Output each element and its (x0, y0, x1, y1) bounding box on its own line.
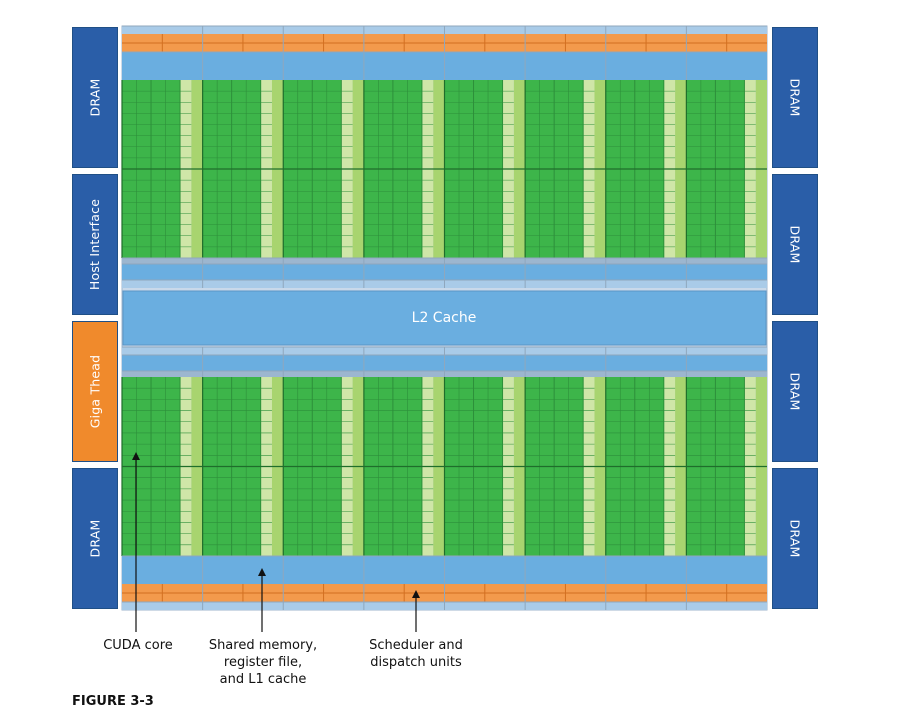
left-block-host-interface: Host Interface (72, 174, 118, 315)
right-block-dram-4: DRAM (772, 468, 818, 609)
callout-shared-memory: Shared memory, register file, and L1 cac… (208, 638, 318, 687)
left-block-label: Host Interface (87, 198, 103, 291)
callout-cuda-core: CUDA core (103, 638, 173, 653)
l2-cache-label: L2 Cache (411, 310, 477, 326)
figure-label: FIGURE 3-3 (72, 694, 154, 709)
callout-arrow-scheduler-head (412, 590, 420, 598)
right-block-dram-1: DRAM (772, 27, 818, 168)
right-block-dram-2: DRAM (772, 174, 818, 315)
right-block-label: DRAM (787, 372, 803, 411)
left-block-dram-bottom: DRAM (72, 468, 118, 609)
callout-scheduler: Scheduler and dispatch units (369, 638, 463, 670)
right-block-dram-3: DRAM (772, 321, 818, 462)
left-block-label: DRAM (87, 78, 103, 117)
right-block-label: DRAM (787, 78, 803, 117)
right-block-label: DRAM (787, 519, 803, 558)
left-block-label: Giga Thead (87, 354, 103, 429)
left-block-dram-top: DRAM (72, 27, 118, 168)
l2-cache-block (122, 290, 767, 346)
left-block-label: DRAM (87, 519, 103, 558)
left-block-giga-thread: Giga Thead (72, 321, 118, 462)
callout-arrow-cuda-core-head (132, 452, 140, 460)
callout-arrow-shared-memory-head (258, 568, 266, 576)
right-block-label: DRAM (787, 225, 803, 264)
